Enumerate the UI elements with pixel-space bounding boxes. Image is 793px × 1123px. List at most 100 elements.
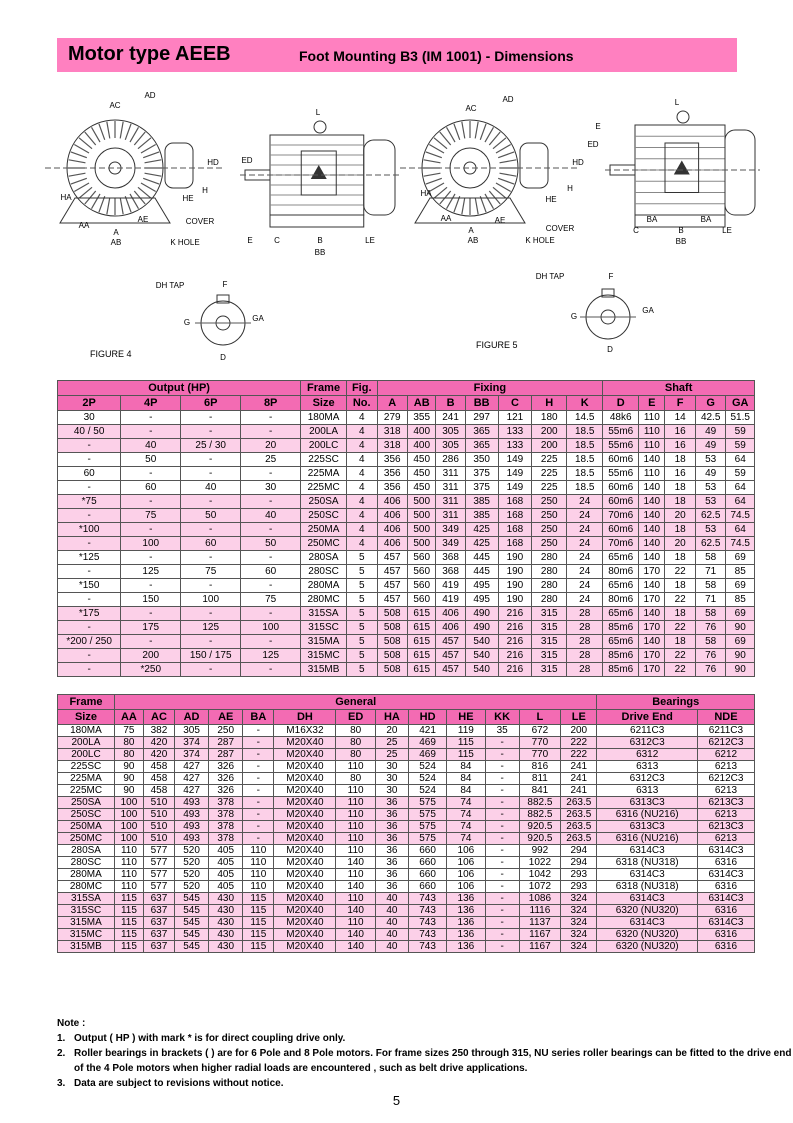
cell: 106 [446,880,486,893]
cell: 297 [464,410,499,425]
figure-caption: FIGURE 4 [90,349,132,359]
cell: 524 [407,784,448,797]
cell: 920.5 [518,832,562,845]
cell: 743 [407,904,448,917]
cell: 53 [694,480,727,495]
cell: 225SC [300,452,347,467]
fig5-front-fin [461,121,466,139]
group-header: Output (HP) [56,380,302,396]
fig5-front-fin [433,137,448,150]
cell: 4 [345,452,378,467]
cell: - [240,634,302,649]
cell: 110 [242,844,275,857]
cell: 58 [694,550,727,565]
cell: 305 [173,724,210,737]
cell: 140 [638,480,666,495]
cell: 28 [566,662,604,677]
table-row: -50-25 225SC 4 356 450 286 350 149 225 18.5 60m6 14… [56,452,755,467]
cell: - [484,760,520,773]
cell: 14 [664,410,696,425]
cell: 577 [142,844,175,857]
cell: 80 [113,736,144,749]
cell: 577 [142,880,175,893]
cell: 115 [242,928,275,941]
cell: 6312C3 [596,772,698,785]
column-header: G [694,395,727,411]
cell: 560 [407,550,437,565]
cell: 508 [376,634,409,649]
cell: 263.5 [560,796,598,809]
table-row: 315SA 115 637 545 430 115 M20X40 110 40 743 136-10… [57,892,756,905]
fig4-front-fin [78,137,93,150]
cell: 375 [464,480,499,495]
cell: 90 [725,648,755,663]
fig5-front-fin [423,159,441,164]
cell: 293 [560,868,598,881]
cell: 4 [345,410,378,425]
cell: 421 [407,724,448,737]
cell: 430 [208,916,244,929]
cell: 30 [374,772,409,785]
cell: - [242,724,275,737]
cell: 575 [407,832,448,845]
fig4-side-terminal-box [300,150,337,196]
cell: - [242,760,275,773]
dimension-label: AC [465,104,476,113]
cell: 493 [173,808,210,821]
cell: 69 [725,550,755,565]
fig5-front-fin [423,172,441,177]
cell: 637 [142,916,175,929]
cell: 500 [407,494,437,509]
cell: 110 [335,796,376,809]
general-bearings-table: Frame General Bearings Size AA AC AD AE BA DH ED HA… [57,694,756,953]
cell: 294 [560,856,598,869]
dimension-label: GA [252,314,264,323]
cell: 60 [180,536,242,551]
cell: 510 [142,820,175,833]
table-row: 200LC 80 420 374 287- M20X40 80 25 469 115-770 222… [57,748,756,761]
cell: 22 [664,620,696,635]
cell: 60m6 [602,522,640,537]
fig5-front-fin [425,177,443,185]
fig4-front-fin [84,190,97,205]
cell: 420 [142,748,175,761]
cell: 40 [240,508,302,523]
cell: 24 [566,564,604,579]
cell: 490 [464,620,499,635]
cell: 100 [113,808,144,821]
cell: 286 [435,452,466,467]
cell: 6211C3 [696,724,756,737]
cell: 263.5 [560,832,598,845]
cell: 115 [113,940,144,953]
column-header: Size [57,709,115,725]
dimension-label: GA [642,306,654,315]
column-header: GA [725,395,755,411]
cell: 469 [407,748,448,761]
cell: 24 [566,522,604,537]
cell: 5 [345,620,378,635]
note-item: 3. Data are subject to revisions without … [57,1078,284,1089]
cell: 49 [694,466,727,481]
cell: 200LC [300,438,347,453]
cell: 882.5 [518,808,562,821]
column-header: No. [345,395,378,411]
cell: 18.5 [566,438,604,453]
cell: 540 [464,648,499,663]
table-row: 225MA 90 458 427 326- M20X40 80 30 524 84-811 241 6… [57,772,756,785]
cell: 168 [497,508,533,523]
cell: 816 [518,760,562,773]
cell: - [180,606,242,621]
cell: 60 [56,466,122,481]
table-row: -75 50 40 250SC 4 406 500 311 385 168 250 24 70m6 140… [56,508,755,523]
cell: 22 [664,592,696,607]
cell: 311 [435,466,466,481]
cell: 6314C3 [696,892,756,905]
cell: 71 [694,592,727,607]
cell: 70m6 [602,508,640,523]
cell: 324 [560,916,598,929]
fig5-front-fin [499,172,517,177]
cell: 84 [446,784,486,797]
cell: 743 [407,916,448,929]
table-row: *200 / 250- - -315MA 5 508 615 457 540 216 315 28 6… [56,634,755,649]
cell: 216 [497,620,533,635]
